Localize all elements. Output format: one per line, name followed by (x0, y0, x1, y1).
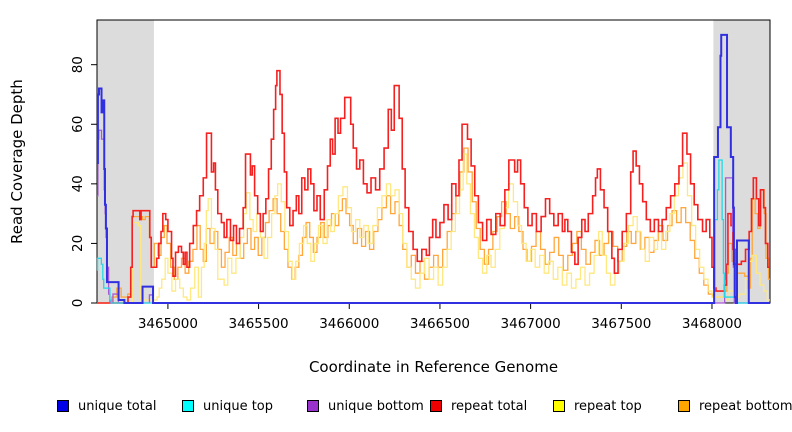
legend-label: repeat total (451, 398, 528, 414)
x-tick-label: 3465000 (138, 316, 198, 332)
y-axis-title: Read Coverage Depth (8, 79, 26, 244)
x-axis-title: Coordinate in Reference Genome (308, 358, 559, 376)
y-tick-label: 20 (70, 235, 86, 252)
legend-item-unique-bottom: unique bottom (307, 398, 424, 414)
series-path-repeat-total (97, 69, 770, 304)
legend: unique total unique top unique bottom repea… (0, 398, 792, 418)
y-tick-label: 80 (70, 56, 86, 73)
legend-swatch-unique-top (182, 400, 194, 412)
legend-label: repeat top (574, 398, 642, 414)
x-tick-label: 3468000 (682, 316, 742, 332)
legend-swatch-repeat-bottom (678, 400, 690, 412)
legend-label: unique bottom (328, 398, 424, 414)
series-path-unique-total (96, 33, 770, 304)
x-tick-label: 3465500 (229, 316, 289, 332)
legend-item-unique-top: unique top (182, 398, 273, 414)
y-tick-label: 40 (70, 175, 86, 192)
legend-swatch-repeat-total (430, 400, 442, 412)
x-tick-label: 3467500 (591, 316, 651, 332)
x-tick-label: 3466000 (319, 316, 379, 332)
legend-item-repeat-total: repeat total (430, 398, 527, 414)
legend-swatch-unique-bottom (307, 400, 319, 412)
x-tick-label: 3466500 (410, 316, 470, 332)
series-path-repeat-top (97, 153, 770, 304)
legend-item-unique-total: unique total (57, 398, 156, 414)
legend-swatch-unique-total (57, 400, 69, 412)
legend-item-repeat-top: repeat top (553, 398, 642, 414)
legend-swatch-repeat-top (553, 400, 565, 412)
legend-label: unique top (203, 398, 274, 414)
legend-label: repeat bottom (699, 398, 792, 414)
highlight-region (97, 20, 154, 303)
x-tick-label: 3467000 (501, 316, 561, 332)
legend-item-repeat-bottom: repeat bottom (678, 398, 792, 414)
legend-label: unique total (78, 398, 157, 414)
y-tick-label: 60 (70, 116, 86, 133)
y-tick-label: 0 (70, 299, 86, 308)
